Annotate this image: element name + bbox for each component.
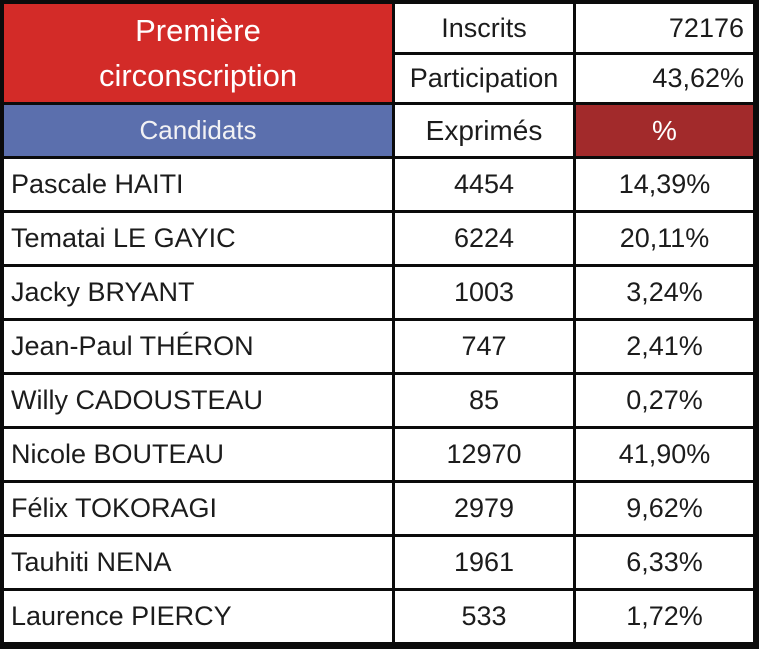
candidate-name: Laurence PIERCY	[4, 591, 392, 642]
candidate-percent: 1,72%	[576, 591, 753, 642]
participation-label: Participation	[395, 55, 573, 102]
candidate-name: Jacky BRYANT	[4, 267, 392, 318]
candidate-name: Tematai LE GAYIC	[4, 213, 392, 264]
candidate-name: Nicole BOUTEAU	[4, 429, 392, 480]
candidate-name: Jean-Paul THÉRON	[4, 321, 392, 372]
candidate-percent: 2,41%	[576, 321, 753, 372]
candidate-percent: 0,27%	[576, 375, 753, 426]
column-header-percent: %	[576, 105, 753, 156]
constituency-title: Première circonscription	[98, 13, 298, 93]
candidate-percent: 9,62%	[576, 483, 753, 534]
candidate-votes: 4454	[395, 159, 573, 210]
candidate-votes: 747	[395, 321, 573, 372]
candidate-votes: 1961	[395, 537, 573, 588]
candidate-votes: 6224	[395, 213, 573, 264]
candidate-name: Pascale HAITI	[4, 159, 392, 210]
candidate-percent: 14,39%	[576, 159, 753, 210]
candidate-percent: 20,11%	[576, 213, 753, 264]
constituency-title-cell: Première circonscription	[4, 4, 392, 102]
participation-value: 43,62%	[576, 55, 753, 102]
column-header-exprimes: Exprimés	[395, 105, 573, 156]
inscrits-label: Inscrits	[395, 4, 573, 52]
candidate-votes: 1003	[395, 267, 573, 318]
candidate-name: Félix TOKORAGI	[4, 483, 392, 534]
candidate-votes: 2979	[395, 483, 573, 534]
candidate-votes: 85	[395, 375, 573, 426]
candidate-percent: 6,33%	[576, 537, 753, 588]
candidate-percent: 3,24%	[576, 267, 753, 318]
candidate-votes: 12970	[395, 429, 573, 480]
candidate-votes: 533	[395, 591, 573, 642]
candidate-percent: 41,90%	[576, 429, 753, 480]
column-header-candidats: Candidats	[4, 105, 392, 156]
candidate-name: Willy CADOUSTEAU	[4, 375, 392, 426]
inscrits-value: 72176	[576, 4, 753, 52]
candidate-name: Tauhiti NENA	[4, 537, 392, 588]
